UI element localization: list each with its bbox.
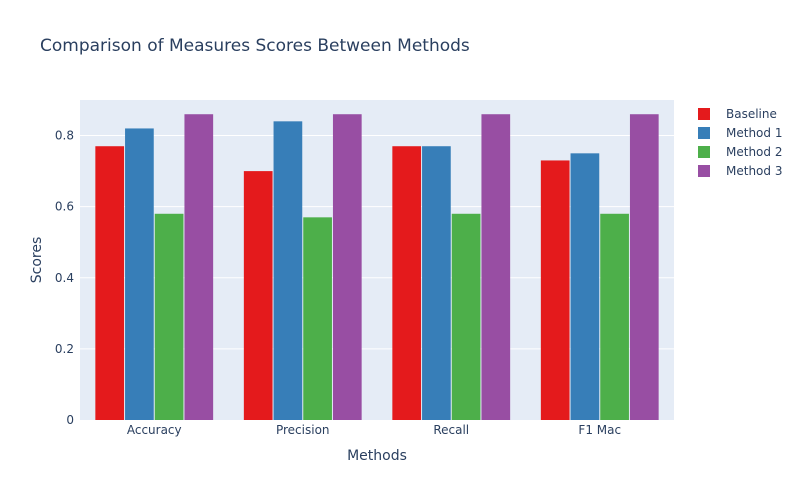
legend-swatch	[698, 146, 710, 158]
y-tick-label: 0.6	[55, 200, 74, 214]
bar-method-3-accuracy[interactable]	[184, 114, 214, 420]
bar-baseline-precision[interactable]	[243, 171, 273, 420]
legend-label: Method 1	[726, 126, 782, 140]
bar-baseline-accuracy[interactable]	[95, 146, 125, 420]
legend-item-baseline[interactable]: Baseline	[698, 107, 777, 121]
legend-label: Method 2	[726, 145, 782, 159]
bar-baseline-f1-mac[interactable]	[540, 160, 570, 420]
legend-item-method-3[interactable]: Method 3	[698, 164, 782, 178]
bar-method-3-recall[interactable]	[481, 114, 511, 420]
legend-swatch	[698, 165, 710, 177]
x-tick-label: Precision	[276, 423, 330, 437]
x-tick-label: F1 Mac	[578, 423, 621, 437]
bar-method-2-accuracy[interactable]	[154, 213, 184, 420]
bar-method-2-precision[interactable]	[303, 217, 332, 420]
x-tick-label: Accuracy	[127, 423, 182, 437]
legend-label: Baseline	[726, 107, 777, 121]
y-tick-label: 0	[66, 413, 74, 427]
x-axis-title: Methods	[347, 448, 407, 464]
x-tick-label: Recall	[433, 423, 469, 437]
legend-label: Method 3	[726, 164, 782, 178]
x-axis-ticks: Accuracy Precision Recall F1 Mac	[127, 423, 621, 437]
y-tick-label: 0.8	[55, 129, 74, 143]
bars	[95, 114, 659, 421]
bar-method-1-recall[interactable]	[422, 146, 451, 420]
legend[interactable]: Baseline Method 1 Method 2 Method 3	[698, 107, 782, 178]
legend-item-method-1[interactable]: Method 1	[698, 126, 782, 140]
y-tick-label: 0.4	[55, 271, 74, 285]
legend-swatch	[698, 127, 710, 139]
bar-method-1-f1-mac[interactable]	[570, 153, 600, 421]
bar-method-1-precision[interactable]	[273, 121, 303, 420]
bar-method-2-f1-mac[interactable]	[600, 213, 629, 420]
y-axis-title: Scores	[29, 237, 45, 284]
chart-title: Comparison of Measures Scores Between Me…	[40, 36, 470, 56]
y-tick-label: 0.2	[55, 342, 74, 356]
bar-method-2-recall[interactable]	[451, 213, 481, 420]
bar-method-3-f1-mac[interactable]	[629, 114, 659, 420]
y-axis-ticks: 0 0.2 0.4 0.6 0.8	[55, 129, 74, 427]
legend-swatch	[698, 108, 710, 120]
bar-method-1-accuracy[interactable]	[125, 128, 154, 420]
legend-item-method-2[interactable]: Method 2	[698, 145, 782, 159]
bar-method-3-precision[interactable]	[332, 114, 362, 420]
bar-baseline-recall[interactable]	[392, 146, 422, 420]
